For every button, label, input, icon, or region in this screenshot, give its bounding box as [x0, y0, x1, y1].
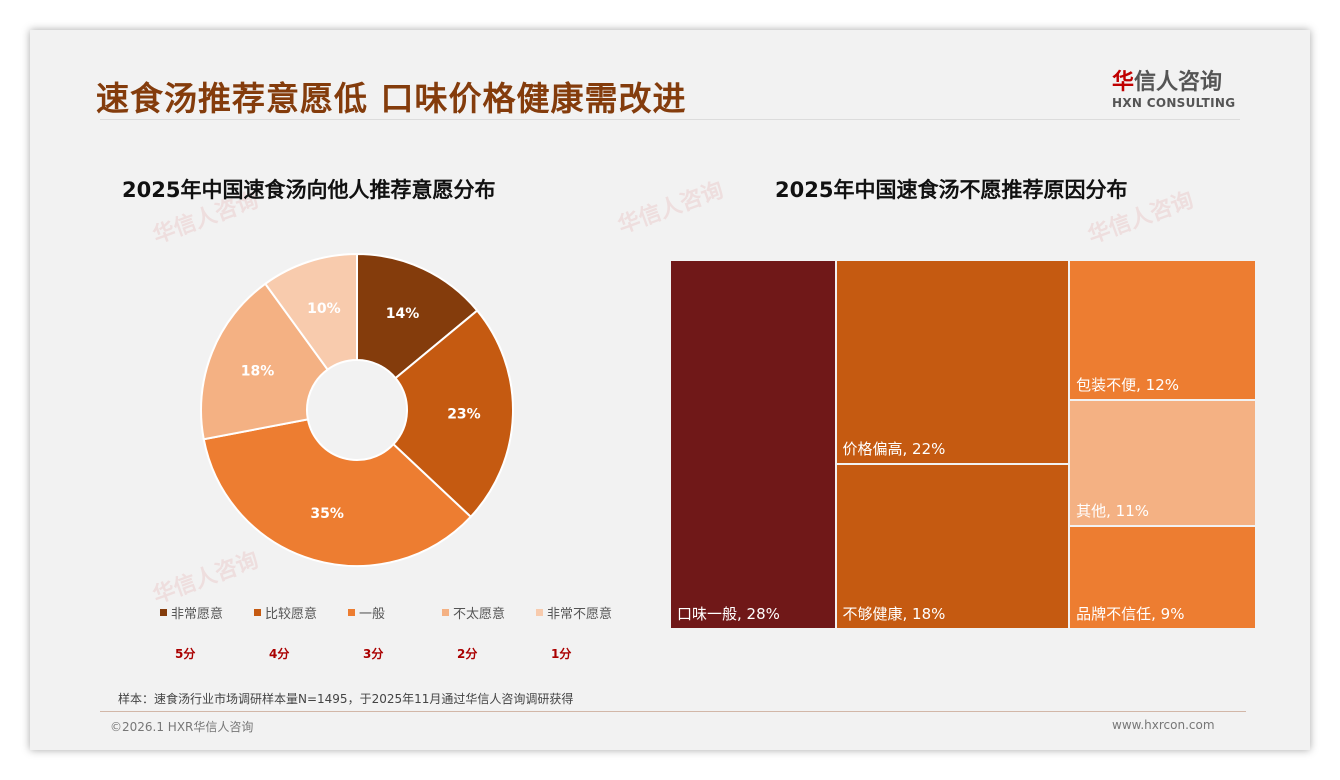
pie-label: 23% — [447, 406, 481, 422]
legend-swatch — [348, 609, 355, 616]
pie-legend: 非常愿意 比较愿意 一般 不太愿意 非常不愿意 — [160, 603, 630, 622]
footer-divider — [100, 711, 1246, 712]
pie-label: 10% — [307, 301, 341, 317]
pie-chart-title: 2025年中国速食汤向他人推荐意愿分布 — [122, 178, 496, 202]
legend-item: 非常愿意 — [160, 603, 254, 622]
treemap-cell: 价格偏高, 22% — [836, 261, 1069, 463]
pie-label: 14% — [386, 306, 420, 322]
score-label: 1分 — [551, 647, 572, 661]
legend-label: 一般 — [359, 607, 386, 622]
treemap-cell: 包装不便, 12% — [1070, 261, 1255, 399]
score-label: 4分 — [269, 647, 290, 661]
score-row: 5分 4分 3分 2分 1分 — [175, 645, 645, 662]
legend-item: 比较愿意 — [254, 603, 348, 622]
score-label: 2分 — [457, 647, 478, 661]
pie-slice-1 — [392, 309, 514, 519]
legend-swatch — [536, 609, 543, 616]
legend-label: 不太愿意 — [453, 607, 506, 622]
treemap-label: 价格偏高, 22% — [842, 439, 946, 458]
copyright: ©2026.1 HXR华信人咨询 — [110, 720, 254, 734]
page-title: 速食汤推荐意愿低 口味价格健康需改进 — [96, 79, 687, 118]
legend-item: 非常不愿意 — [536, 603, 630, 622]
treemap-cell: 不够健康, 18% — [836, 464, 1069, 628]
legend-swatch — [254, 609, 261, 616]
pie-label: 18% — [241, 364, 275, 380]
treemap-cell: 口味一般, 28% — [671, 261, 835, 628]
pie-slice-0 — [356, 252, 479, 380]
legend-swatch — [160, 609, 167, 616]
treemap-title: 2025年中国速食汤不愿推荐原因分布 — [775, 178, 1128, 202]
divider — [100, 119, 1240, 120]
website-url: www.hxrcon.com — [1112, 718, 1215, 732]
legend-label: 比较愿意 — [265, 607, 318, 622]
score-label: 3分 — [363, 647, 384, 661]
legend-item: 不太愿意 — [442, 603, 536, 622]
treemap-label: 包装不便, 12% — [1076, 375, 1179, 394]
treemap-label: 口味一般, 28% — [677, 605, 780, 623]
legend-swatch — [442, 609, 449, 616]
treemap-cell: 品牌不信任, 9% — [1070, 526, 1255, 628]
score-label: 5分 — [175, 647, 196, 661]
treemap-cell: 其他, 11% — [1070, 400, 1255, 525]
treemap-label: 品牌不信任, 9% — [1076, 605, 1185, 623]
pie-label: 35% — [310, 506, 344, 522]
sample-note: 样本：速食汤行业市场调研样本量N=1495，于2025年11月通过华信人咨询调研… — [118, 692, 574, 706]
pie-slice-4 — [263, 252, 358, 371]
treemap-label: 其他, 11% — [1076, 501, 1149, 520]
pie-slice-3 — [200, 282, 330, 441]
legend-label: 非常不愿意 — [547, 607, 613, 622]
legend-label: 非常愿意 — [171, 607, 224, 622]
pie-slice-2 — [202, 418, 473, 567]
legend-item: 一般 — [348, 603, 442, 622]
logo: 华信人咨询 HXN CONSULTING — [1112, 70, 1236, 110]
treemap-label: 不够健康, 18% — [842, 604, 946, 623]
